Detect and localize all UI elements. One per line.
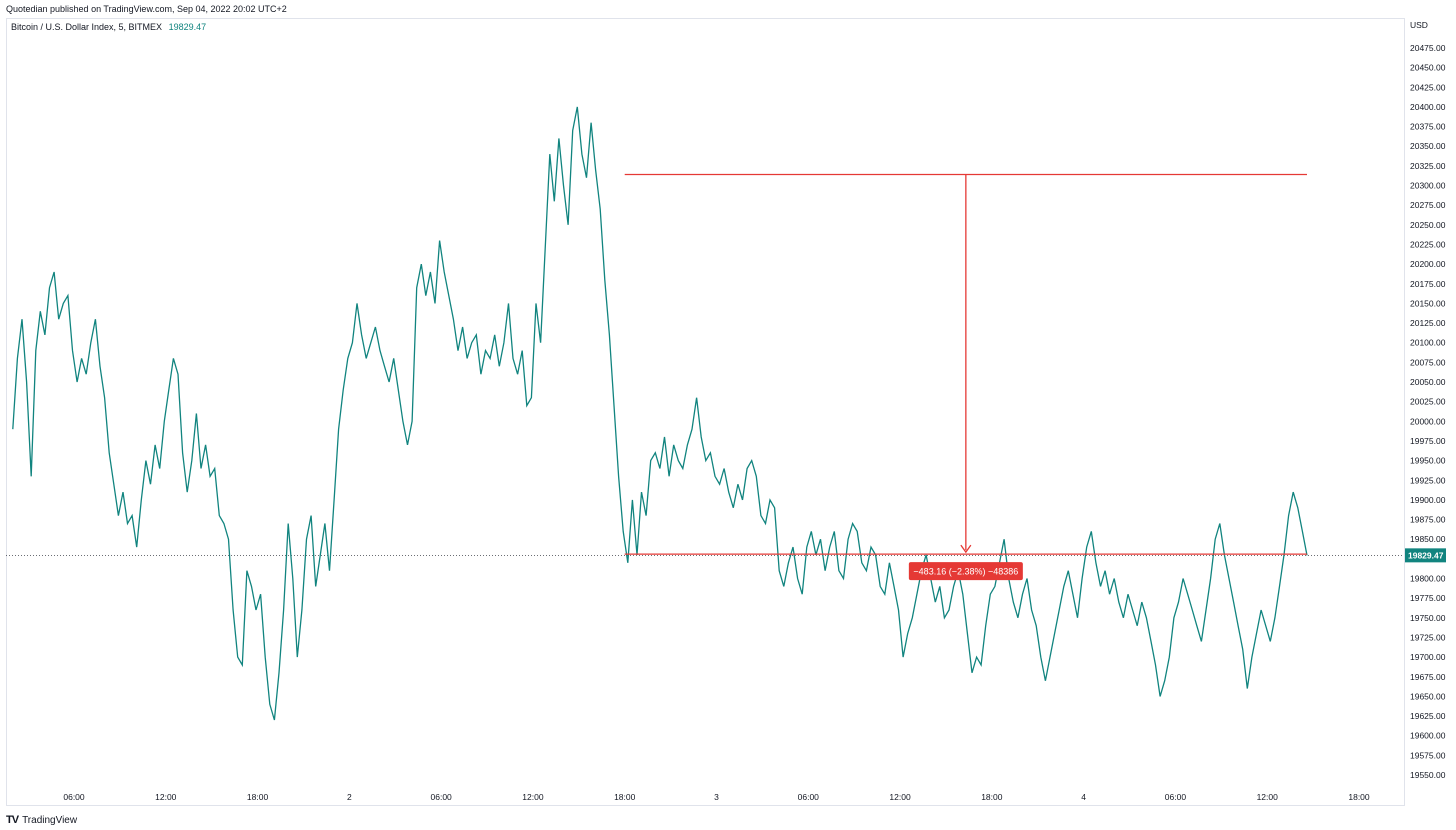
x-tick-label: 18:00 [981, 792, 1003, 802]
y-tick-label: 20025.00 [1410, 397, 1446, 407]
y-tick-label: 20150.00 [1410, 298, 1446, 308]
y-tick-label: 19750.00 [1410, 613, 1446, 623]
y-tick-label: 20125.00 [1410, 318, 1446, 328]
currency-label: USD [1410, 20, 1428, 30]
y-tick-label: 19650.00 [1410, 691, 1446, 701]
last-price-badge-label: 19829.47 [1408, 550, 1444, 560]
last-price-badge-bg [1405, 548, 1446, 563]
y-tick-label: 19600.00 [1410, 731, 1446, 741]
measure-label-box [908, 562, 1023, 581]
x-tick-label: 18:00 [614, 792, 636, 802]
y-tick-label: 20225.00 [1410, 239, 1446, 249]
y-tick-label: 19950.00 [1410, 456, 1446, 466]
x-tick-label: 06:00 [431, 792, 453, 802]
y-tick-label: 20075.00 [1410, 357, 1446, 367]
x-tick-label: 06:00 [63, 792, 85, 802]
x-tick-label: 2 [347, 792, 352, 802]
y-tick-label: 20100.00 [1410, 338, 1446, 348]
y-tick-label: 19725.00 [1410, 632, 1446, 642]
y-tick-label: 20450.00 [1410, 63, 1446, 73]
y-axis-ticks: 20475.00 20450.00 20425.00 20400.00 20375.00… [1410, 43, 1446, 780]
x-tick-label: 12:00 [889, 792, 911, 802]
y-tick-label: 19700.00 [1410, 652, 1446, 662]
y-tick-label: 20175.00 [1410, 279, 1446, 289]
y-tick-label: 19775.00 [1410, 593, 1446, 603]
y-tick-label: 20200.00 [1410, 259, 1446, 269]
y-tick-label: 19675.00 [1410, 672, 1446, 682]
y-tick-label: 19925.00 [1410, 475, 1446, 485]
y-tick-label: 20375.00 [1410, 122, 1446, 132]
y-tick-label: 20300.00 [1410, 181, 1446, 191]
measure-label: −483.16 (−2.38%) −48386 [913, 567, 1018, 577]
y-tick-label: 19575.00 [1410, 750, 1446, 760]
x-tick-label: 06:00 [798, 792, 820, 802]
y-tick-label: 20425.00 [1410, 82, 1446, 92]
y-tick-label: 20400.00 [1410, 102, 1446, 112]
price-axis-panel[interactable] [1404, 18, 1456, 806]
y-tick-label: 19550.00 [1410, 770, 1446, 780]
chart-legend: Bitcoin / U.S. Dollar Index, 5, BITMEX 1… [11, 22, 206, 32]
published-caption: Quotedian published on TradingView.com, … [6, 4, 287, 14]
legend-symbol: Bitcoin / U.S. Dollar Index, 5, BITMEX [11, 22, 163, 32]
y-tick-label: 20325.00 [1410, 161, 1446, 171]
y-tick-label: 20000.00 [1410, 416, 1446, 426]
x-tick-label: 18:00 [247, 792, 269, 802]
measure-arrow-icon [960, 544, 972, 554]
y-tick-label: 19975.00 [1410, 436, 1446, 446]
chart-frame[interactable] [6, 18, 1404, 806]
y-tick-label: 19625.00 [1410, 711, 1446, 721]
tradingview-brand: TradingView [22, 814, 78, 826]
last-price-badge: 19829.47 [1405, 548, 1446, 563]
x-tick-label: 18:00 [1348, 792, 1370, 802]
measure-tool[interactable]: −483.16 (−2.38%) −48386 [624, 173, 1307, 581]
tradingview-logo-mark: TV [6, 814, 19, 826]
y-tick-label: 19875.00 [1410, 515, 1446, 525]
legend-last-price: 19829.47 [168, 22, 207, 32]
y-tick-label: 20350.00 [1410, 141, 1446, 151]
x-tick-label: 12:00 [1257, 792, 1279, 802]
x-tick-label: 3 [714, 792, 719, 802]
x-axis-ticks: 06:00 12:00 18:00 2 06:00 12:00 18:00 3 06:00 12:… [63, 792, 1370, 802]
x-tick-label: 4 [1081, 792, 1086, 802]
y-tick-label: 19900.00 [1410, 495, 1446, 505]
tradingview-logo: TV TradingView [6, 814, 77, 826]
y-tick-label: 19800.00 [1410, 574, 1446, 584]
y-tick-label: 19850.00 [1410, 534, 1446, 544]
x-tick-label: 12:00 [522, 792, 544, 802]
y-tick-label: 20050.00 [1410, 377, 1446, 387]
y-tick-label: 20275.00 [1410, 200, 1446, 210]
y-tick-label: 20475.00 [1410, 43, 1446, 53]
y-tick-label: 20250.00 [1410, 220, 1446, 230]
x-tick-label: 12:00 [155, 792, 177, 802]
price-series-line[interactable] [12, 106, 1308, 721]
x-tick-label: 06:00 [1165, 792, 1187, 802]
